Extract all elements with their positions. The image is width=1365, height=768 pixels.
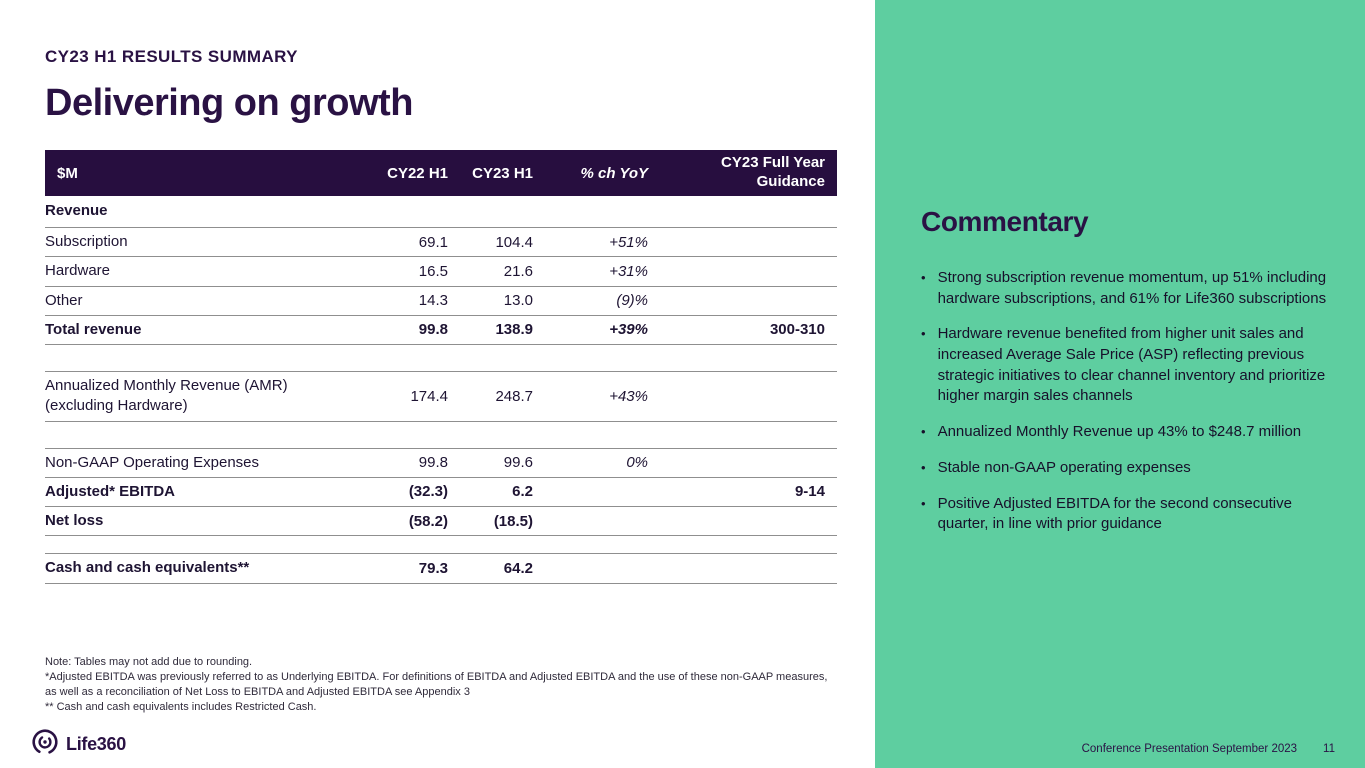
cell-cy22: 69.1 bbox=[418, 233, 448, 251]
cell-cy23: 248.7 bbox=[495, 387, 533, 405]
table-row: Other 14.3 13.0 (9)% bbox=[45, 287, 837, 316]
row-label: Hardware bbox=[45, 262, 111, 280]
row-label: Total revenue bbox=[45, 320, 142, 338]
table-row: Cash and cash equivalents** 79.3 64.2 bbox=[45, 554, 837, 584]
cell-guidance: 9-14 bbox=[794, 483, 825, 501]
bullet-icon: • bbox=[921, 424, 926, 440]
bullet-text: Strong subscription revenue momentum, up… bbox=[937, 269, 1327, 307]
results-table-body: Revenue Subscription 69.1 104.4 +51% Hardware… bbox=[45, 196, 837, 584]
life360-logo: Life360 bbox=[30, 727, 126, 762]
footnotes: Note: Tables may not add due to rounding… bbox=[45, 655, 830, 714]
row-label: Cash and cash equivalents** bbox=[45, 559, 250, 577]
table-header-row: $M CY22 H1 CY23 H1 % ch YoY CY23 Full Ye… bbox=[45, 150, 837, 196]
footnote-line: Note: Tables may not add due to rounding… bbox=[45, 656, 253, 668]
cell-cy22: 174.4 bbox=[410, 387, 448, 405]
table-row: Annualized Monthly Revenue (AMR) (exclud… bbox=[45, 372, 837, 422]
cell-cy22: 99.8 bbox=[418, 321, 448, 339]
slide-eyebrow: CY23 H1 RESULTS SUMMARY bbox=[45, 47, 298, 66]
cell-yoy: 0% bbox=[626, 454, 648, 472]
table-spacer-row bbox=[45, 536, 837, 555]
cell-cy23: 64.2 bbox=[503, 559, 533, 577]
row-label: Net loss bbox=[45, 512, 104, 529]
table-row: Total revenue 99.8 138.9 +39% 300-310 bbox=[45, 316, 837, 345]
commentary-bullet: • Annualized Monthly Revenue up 43% to $2… bbox=[921, 422, 1329, 443]
cell-yoy: +43% bbox=[609, 387, 648, 405]
cell-cy23: 99.6 bbox=[503, 454, 533, 472]
cell-cy23: 104.4 bbox=[495, 233, 533, 251]
table-row: Hardware 16.5 21.6 +31% bbox=[45, 257, 837, 287]
table-row: Subscription 69.1 104.4 +51% bbox=[45, 228, 837, 258]
bullet-text: Hardware revenue benefited from higher u… bbox=[937, 325, 1326, 405]
table-section-row: Revenue bbox=[45, 196, 837, 228]
bullet-icon: • bbox=[921, 270, 926, 285]
cell-guidance: 300-310 bbox=[769, 321, 825, 339]
commentary-heading: Commentary bbox=[921, 206, 1089, 237]
table-spacer-row bbox=[45, 345, 837, 372]
commentary-bullet: • Positive Adjusted EBITDA for the second… bbox=[921, 494, 1329, 535]
commentary-bullet-list: • Strong subscription revenue momentum, u… bbox=[921, 268, 1329, 550]
results-table: $M CY22 H1 CY23 H1 % ch YoY CY23 Full Ye… bbox=[45, 150, 837, 584]
commentary-bullet: • Stable non-GAAP operating expenses bbox=[921, 458, 1329, 479]
cell-cy22: 14.3 bbox=[418, 292, 448, 310]
table-row: Adjusted* EBITDA (32.3) 6.2 9-14 bbox=[45, 478, 837, 507]
bullet-icon: • bbox=[921, 459, 926, 475]
cell-cy22: (58.2) bbox=[408, 512, 448, 530]
row-label: Subscription bbox=[45, 233, 128, 250]
footnote-line: ** Cash and cash equivalents includes Re… bbox=[45, 700, 317, 713]
page-title: Delivering on growth bbox=[45, 82, 413, 124]
table-spacer-row bbox=[45, 422, 837, 449]
table-header-yoy: % ch YoY bbox=[580, 164, 648, 182]
row-label: Other bbox=[45, 291, 83, 309]
life360-logo-icon bbox=[30, 727, 60, 762]
table-header-metric: $M bbox=[57, 164, 78, 182]
row-label: Adjusted* EBITDA bbox=[45, 482, 176, 500]
bullet-icon: • bbox=[921, 326, 926, 342]
cell-yoy: +51% bbox=[609, 233, 648, 251]
commentary-bullet: • Hardware revenue benefited from higher … bbox=[921, 324, 1329, 407]
cell-cy23: (18.5) bbox=[493, 512, 533, 530]
cell-cy23: 21.6 bbox=[503, 262, 533, 280]
bullet-icon: • bbox=[921, 495, 926, 511]
cell-cy22: 16.5 bbox=[418, 262, 448, 280]
commentary-bullet: • Strong subscription revenue momentum, u… bbox=[921, 268, 1329, 309]
page-number: 11 bbox=[1323, 743, 1335, 755]
bullet-text: Stable non-GAAP operating expenses bbox=[937, 458, 1191, 476]
cell-cy22: 79.3 bbox=[418, 559, 448, 577]
cell-yoy: +39% bbox=[609, 321, 648, 339]
cell-cy23: 138.9 bbox=[495, 321, 533, 339]
table-header-guidance: CY23 Full Year Guidance bbox=[721, 154, 825, 190]
table-row: Net loss (58.2) (18.5) bbox=[45, 507, 837, 537]
row-label: Annualized Monthly Revenue (AMR) (exclud… bbox=[45, 377, 288, 415]
cell-yoy: +31% bbox=[609, 262, 648, 280]
row-label: Non-GAAP Operating Expenses bbox=[45, 453, 260, 471]
footnote-line: *Adjusted EBITDA was previously referred… bbox=[45, 670, 828, 698]
cell-cy23: 13.0 bbox=[503, 292, 533, 310]
table-header-cy23: CY23 H1 bbox=[472, 164, 533, 182]
slide-footer: Conference Presentation September 2023 1… bbox=[1082, 743, 1335, 755]
cell-cy22: 99.8 bbox=[418, 454, 448, 472]
cell-cy22: (32.3) bbox=[408, 483, 448, 501]
commentary-panel: Commentary • Strong subscription revenue … bbox=[875, 0, 1365, 768]
cell-cy23: 6.2 bbox=[512, 483, 533, 501]
row-label: Revenue bbox=[45, 202, 108, 220]
table-header-cy22: CY22 H1 bbox=[387, 164, 448, 182]
bullet-text: Annualized Monthly Revenue up 43% to $24… bbox=[937, 423, 1302, 441]
footer-text: Conference Presentation September 2023 bbox=[1081, 743, 1298, 755]
cell-yoy: (9)% bbox=[616, 292, 648, 310]
logo-wordmark: Life360 bbox=[66, 734, 126, 754]
bullet-text: Positive Adjusted EBITDA for the second … bbox=[937, 494, 1292, 533]
table-row: Non-GAAP Operating Expenses 99.8 99.6 0% bbox=[45, 449, 837, 478]
